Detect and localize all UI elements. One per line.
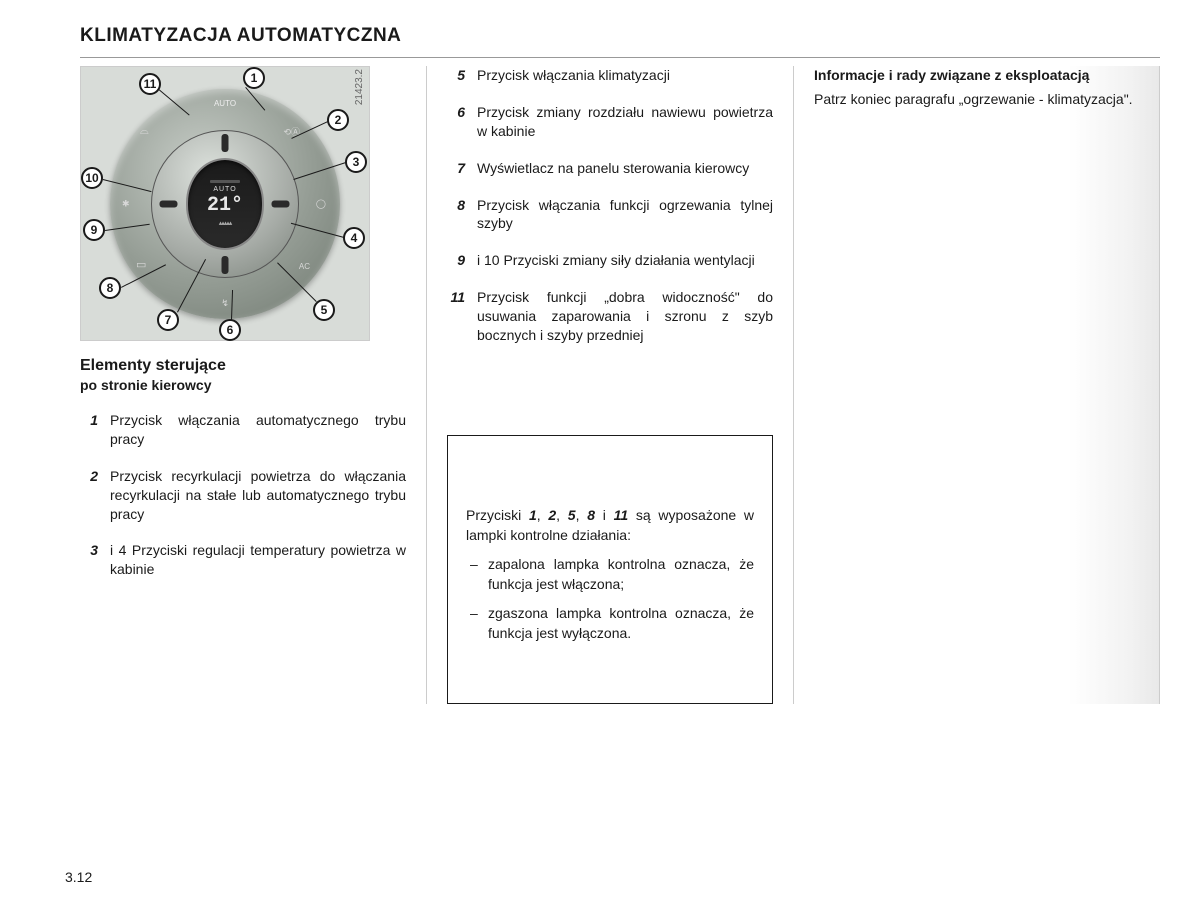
item-number: 7 <box>447 159 477 178</box>
right-body: Patrz koniec paragrafu „ogrzewanie - kli… <box>814 90 1140 109</box>
list-item: 7 Wyświetlacz na panelu sterowania kiero… <box>447 159 773 178</box>
tick <box>222 256 229 274</box>
list-item: 2 Przycisk recyrkulacji powietrza do włą… <box>80 467 406 524</box>
info-box: Przyciski 1, 2, 5, 8 i 11 są wyposażone … <box>447 435 773 705</box>
airflow-icon: ↯ <box>221 298 229 309</box>
item-number: 8 <box>447 196 477 234</box>
section-subheading: po stronie kierowcy <box>80 377 406 393</box>
image-reference: 21423.2 <box>354 69 365 105</box>
item-number: 6 <box>447 103 477 141</box>
tick <box>160 200 178 207</box>
item-text: Przycisk włączania klimatyzacji <box>477 66 773 85</box>
item-text: Przycisk funkcji „dobra widoczność" do u… <box>477 288 773 345</box>
item-text: Przycisk włączania funkcji ogrzewania ty… <box>477 196 773 234</box>
demist-icon: ⌓ <box>140 125 149 138</box>
ac-icon: AC <box>299 262 310 271</box>
display-auto: AUTO <box>213 186 236 193</box>
callout-8: 8 <box>99 277 121 299</box>
right-heading: Informacje i rady związane z eksploatacj… <box>814 66 1140 84</box>
callout-2: 2 <box>327 109 349 131</box>
callout-3: 3 <box>345 151 367 173</box>
item-text: Przycisk zmiany rozdziału nawiewu powiet… <box>477 103 773 141</box>
dial-display: AUTO 21° ▴▴▴▴▴ <box>186 158 264 250</box>
item-number: 2 <box>80 467 110 524</box>
column-left: 21423.2 AUTO ⟲Ⓐ ◯ AC ↯ ▭ ✱ ⌓ AUTO <box>80 66 426 704</box>
title-rule <box>80 57 1160 58</box>
callout-7: 7 <box>157 309 179 331</box>
item-number: 11 <box>447 288 477 345</box>
section-heading: Elementy sterujące <box>80 357 406 375</box>
temp-up-icon: ◯ <box>316 198 326 209</box>
page-number: 3.12 <box>65 869 92 885</box>
control-dial-diagram: 21423.2 AUTO ⟲Ⓐ ◯ AC ↯ ▭ ✱ ⌓ AUTO <box>80 66 370 341</box>
info-intro: Przyciski 1, 2, 5, 8 i 11 są wyposażone … <box>466 506 754 545</box>
item-number: 5 <box>447 66 477 85</box>
list-item: 3 i 4 Przyciski regulacji temperatury po… <box>80 541 406 579</box>
callout-6: 6 <box>219 319 241 341</box>
column-middle: 5 Przycisk włączania klimatyzacji 6 Przy… <box>426 66 794 704</box>
item-text: i 10 Przyciski zmiany siły działania wen… <box>477 251 773 270</box>
item-text: i 4 Przyciski regulacji temperatury powi… <box>110 541 406 579</box>
list-item: 8 Przycisk włączania funkcji ogrzewania … <box>447 196 773 234</box>
callout-9: 9 <box>83 219 105 241</box>
tick <box>272 200 290 207</box>
item-text: Przycisk włączania automatycznego trybu … <box>110 411 406 449</box>
display-dots-icon: ▴▴▴▴▴ <box>219 219 232 227</box>
callout-4: 4 <box>343 227 365 249</box>
content-columns: 21423.2 AUTO ⟲Ⓐ ◯ AC ↯ ▭ ✱ ⌓ AUTO <box>80 66 1160 704</box>
fan-down-icon: ✱ <box>122 198 130 209</box>
item-number: 3 <box>80 541 110 579</box>
item-text: Wyświetlacz na panelu sterowania kierowc… <box>477 159 773 178</box>
display-bar-icon <box>210 180 240 183</box>
info-bullet: zapalona lampka kontrolna oznacza, że fu… <box>466 555 754 594</box>
callout-11: 11 <box>139 73 161 95</box>
tick <box>222 134 229 152</box>
column-right: Informacje i rady związane z eksploatacj… <box>794 66 1160 704</box>
item-text: Przycisk recyrkulacji powietrza do włącz… <box>110 467 406 524</box>
callout-5: 5 <box>313 299 335 321</box>
display-temperature: 21° <box>207 196 243 216</box>
callout-1: 1 <box>243 67 265 89</box>
list-item: 5 Przycisk włączania klimatyzacji <box>447 66 773 85</box>
list-item: 6 Przycisk zmiany rozdziału nawiewu powi… <box>447 103 773 141</box>
auto-label-icon: AUTO <box>214 99 236 108</box>
callout-10: 10 <box>81 167 103 189</box>
info-bullet: zgaszona lampka kontrolna oznacza, że fu… <box>466 604 754 643</box>
item-number: 9 <box>447 251 477 270</box>
page-title: KLIMATYZACJA AUTOMATYCZNA <box>80 25 1160 47</box>
rear-defrost-icon: ▭ <box>136 258 146 271</box>
list-item: 1 Przycisk włączania automatycznego tryb… <box>80 411 406 449</box>
list-item: 11 Przycisk funkcji „dobra widoczność" d… <box>447 288 773 345</box>
list-item: 9 i 10 Przyciski zmiany siły działania w… <box>447 251 773 270</box>
item-number: 1 <box>80 411 110 449</box>
